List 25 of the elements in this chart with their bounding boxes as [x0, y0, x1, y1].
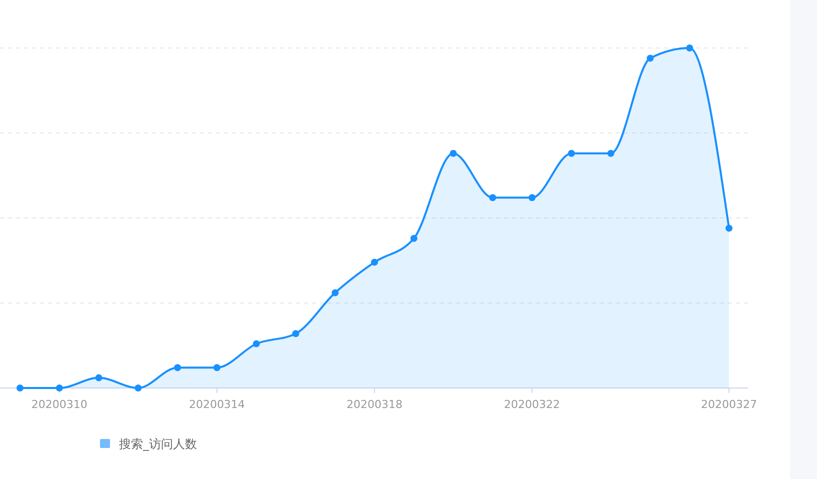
point	[56, 384, 63, 392]
point	[410, 234, 418, 242]
x-tick-label: 20200310	[31, 398, 88, 412]
point	[371, 258, 378, 266]
x-tick-label: 20200318	[346, 398, 402, 412]
x-tick-label: 20200314	[188, 398, 245, 412]
point	[16, 384, 24, 392]
x-tick-label: 20200322	[504, 398, 560, 412]
point	[489, 194, 496, 202]
point	[726, 224, 732, 232]
point	[332, 289, 339, 296]
point	[646, 54, 654, 62]
point	[134, 384, 142, 392]
point	[607, 150, 614, 157]
point	[252, 340, 260, 348]
point	[213, 364, 220, 372]
point	[528, 194, 536, 202]
x-tick-label: 20200327	[701, 398, 757, 412]
point	[292, 330, 300, 338]
point	[174, 364, 182, 372]
legend-label: 搜索_访问人数	[119, 437, 197, 451]
point	[450, 150, 457, 157]
point	[686, 44, 694, 52]
point	[95, 374, 102, 382]
point	[568, 150, 575, 157]
